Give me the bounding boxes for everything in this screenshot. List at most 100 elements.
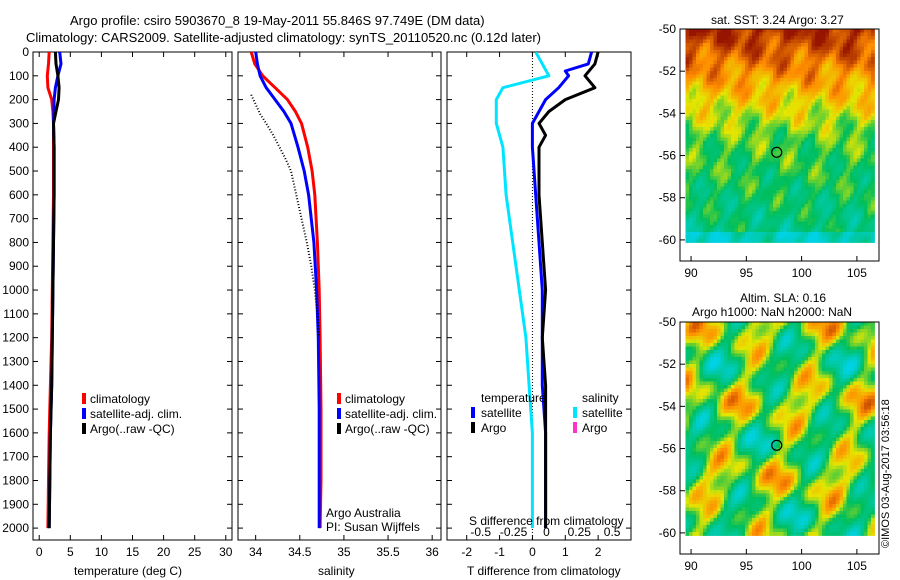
map-cell xyxy=(762,186,767,191)
map-cell xyxy=(839,409,844,414)
map-cell xyxy=(699,399,704,403)
map-cell xyxy=(864,172,868,177)
map-cell xyxy=(741,214,746,219)
map-cell xyxy=(808,144,812,149)
map-cell xyxy=(804,197,809,201)
map-cell xyxy=(762,395,767,400)
map-cell xyxy=(790,162,795,166)
x-tick-label: 34 xyxy=(249,545,263,559)
map-cell xyxy=(787,399,791,403)
map-cell xyxy=(790,109,795,114)
map-cell xyxy=(794,214,798,219)
map-cell xyxy=(766,197,770,201)
map-cell xyxy=(766,64,770,68)
map-cell xyxy=(829,322,833,326)
map-cell xyxy=(706,172,711,177)
map-cell xyxy=(787,53,791,58)
map-cell xyxy=(776,144,781,149)
map-cell xyxy=(871,179,875,184)
map-cell xyxy=(836,141,840,145)
map-cell xyxy=(825,204,830,208)
map-cell xyxy=(731,78,735,82)
map-cell xyxy=(776,388,781,393)
map-cell xyxy=(801,116,805,121)
map-cell xyxy=(745,50,749,54)
map-cell xyxy=(773,71,777,75)
map-cell xyxy=(864,406,868,410)
map-cell xyxy=(755,60,760,65)
map-cell xyxy=(773,395,777,400)
map-cell xyxy=(836,92,840,96)
map-cell xyxy=(832,235,837,240)
map-cell xyxy=(710,158,714,163)
map-cell xyxy=(825,29,830,33)
map-cell xyxy=(724,406,728,410)
map-cell xyxy=(871,116,875,121)
map-cell xyxy=(745,339,749,344)
map-cell xyxy=(850,29,854,33)
map-cell xyxy=(703,395,707,400)
map-cell xyxy=(766,71,770,75)
map-cell xyxy=(860,406,865,410)
map-cell xyxy=(822,32,826,37)
map-cell xyxy=(871,204,875,208)
map-cell xyxy=(815,339,819,344)
map-cell xyxy=(759,109,763,114)
map-cell xyxy=(766,239,770,243)
map-cell xyxy=(706,50,711,54)
map-cell xyxy=(780,162,784,166)
map-cell xyxy=(787,165,791,170)
map-cell xyxy=(825,172,830,177)
map-cell xyxy=(755,85,760,89)
map-cell xyxy=(713,235,718,240)
map-cell xyxy=(857,137,861,142)
map-cell xyxy=(836,193,840,198)
map-cell xyxy=(755,364,760,368)
map-cell xyxy=(703,74,707,79)
map-cell xyxy=(685,325,690,330)
map-cell xyxy=(864,169,868,173)
map-cell xyxy=(692,127,697,131)
map-cell xyxy=(871,162,875,166)
map-cell xyxy=(815,211,819,215)
map-cell xyxy=(752,95,756,100)
map-cell xyxy=(685,99,690,103)
map-cell xyxy=(738,39,742,44)
map-cell xyxy=(853,71,858,75)
map-cell xyxy=(871,399,875,403)
map-cell xyxy=(717,322,721,326)
map-cell xyxy=(853,78,858,82)
map-cell xyxy=(769,239,774,243)
map-cell xyxy=(836,211,840,215)
map-cell xyxy=(853,239,858,243)
map-cell xyxy=(741,60,746,65)
map-cell xyxy=(783,32,788,37)
map-cell xyxy=(703,228,707,233)
map-cell xyxy=(731,357,735,361)
map-cell xyxy=(801,228,805,233)
map-cell xyxy=(734,176,739,180)
map-cell xyxy=(766,406,770,410)
map-cell xyxy=(720,74,725,79)
map-cell xyxy=(829,378,833,382)
map-cell xyxy=(780,374,784,379)
map-cell xyxy=(720,211,725,215)
map-cell xyxy=(710,102,714,107)
map-cell xyxy=(692,395,697,400)
map-cell xyxy=(783,406,788,410)
map-cell xyxy=(703,378,707,382)
map-cell xyxy=(780,381,784,386)
map-cell xyxy=(724,29,728,33)
map-cell xyxy=(846,225,851,229)
map-cell xyxy=(822,211,826,215)
map-cell xyxy=(783,176,788,180)
map-cell xyxy=(776,116,781,121)
map-cell xyxy=(713,127,718,131)
map-cell xyxy=(787,162,791,166)
map-cell xyxy=(720,371,725,375)
map-cell xyxy=(850,228,854,233)
map-cell xyxy=(818,155,823,159)
map-cell xyxy=(727,57,732,61)
map-cell xyxy=(832,53,837,58)
map-cell xyxy=(797,162,802,166)
